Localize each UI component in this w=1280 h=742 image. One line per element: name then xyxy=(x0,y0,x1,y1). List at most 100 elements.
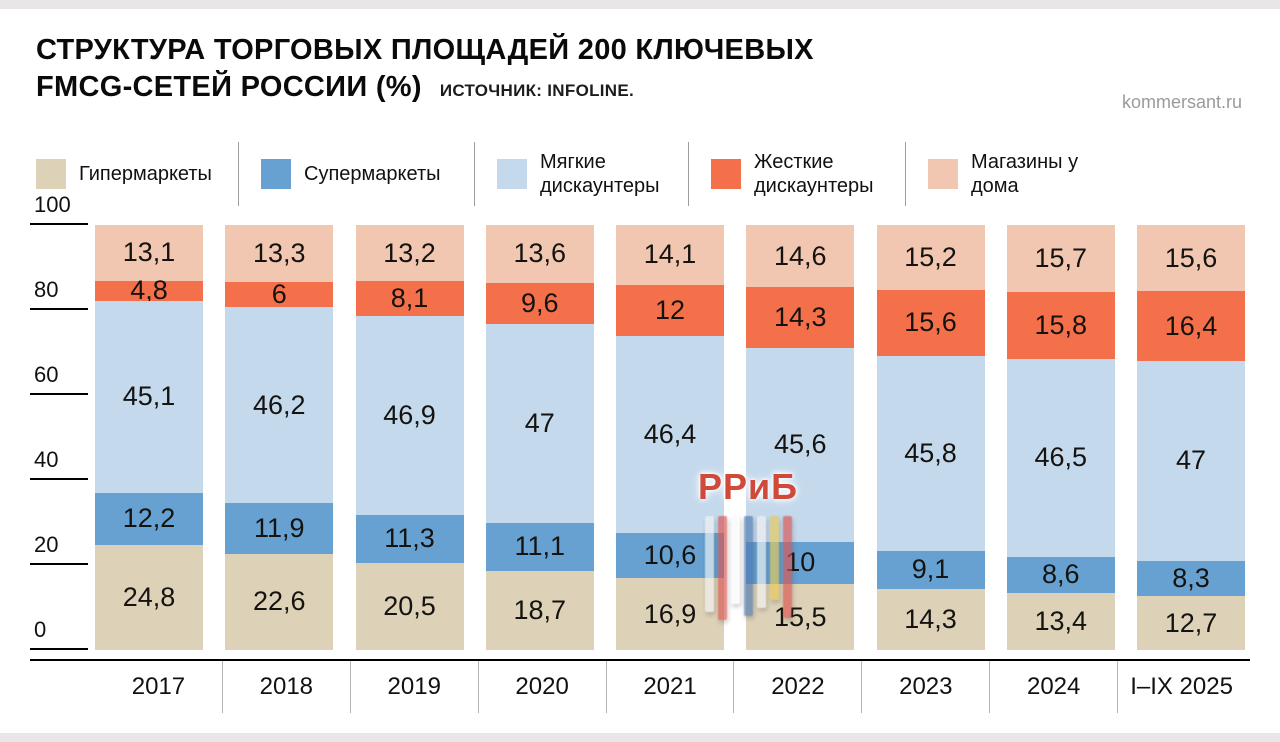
legend-item: Гипермаркеты xyxy=(36,142,238,206)
bar-column: 14,1 12 46,4 10,6 16,9 xyxy=(616,225,724,650)
segment-value: 13,1 xyxy=(122,237,176,268)
legend-item: Мягкие дискаунтеры xyxy=(474,142,688,206)
bar-segment: 45,8 xyxy=(876,355,985,551)
y-tick-label: 20 xyxy=(34,532,59,557)
bar-segment: 47 xyxy=(485,323,594,524)
bar-segment: 14,3 xyxy=(876,589,985,650)
bar-column: 14,6 14,3 45,6 10 15,5 xyxy=(746,225,855,650)
segment-value: 10,6 xyxy=(643,540,697,571)
bar-column: 15,2 15,6 45,8 9,1 14,3 xyxy=(876,225,985,650)
x-label: 2022 xyxy=(734,661,863,713)
y-tick: 0 xyxy=(30,616,88,650)
chart-title-line2: FMCG-СЕТЕЙ РОССИИ (%) xyxy=(36,71,422,104)
legend-swatch-icon xyxy=(261,159,291,189)
bar-column: 13,2 8,1 46,9 11,3 20,5 xyxy=(355,225,464,650)
segment-value: 15,2 xyxy=(904,241,957,272)
top-border-strip xyxy=(0,0,1280,9)
bar-segment: 45,6 xyxy=(746,347,855,542)
bar-segment: 16,9 xyxy=(616,578,724,650)
bar-segment: 15,7 xyxy=(1006,225,1115,292)
segment-value: 16,4 xyxy=(1164,310,1218,341)
segment-value: 15,8 xyxy=(1034,309,1088,340)
bar-segment: 10,6 xyxy=(616,533,724,579)
bar-segment: 9,1 xyxy=(876,550,985,590)
bar-segment: 45,1 xyxy=(95,301,203,493)
y-tick: 60 xyxy=(30,361,88,395)
segment-value: 20,5 xyxy=(383,590,436,621)
legend-label: Магазины у дома xyxy=(971,151,1079,197)
bar-segment: 13,2 xyxy=(355,225,464,282)
bar-segment: 20,5 xyxy=(355,562,464,650)
segment-value: 9,1 xyxy=(911,554,950,585)
bottom-border-strip xyxy=(0,733,1280,742)
y-tick-label: 40 xyxy=(34,447,59,472)
segment-value: 8,1 xyxy=(390,282,429,313)
segment-value: 46,5 xyxy=(1034,442,1088,473)
bar-segment: 46,2 xyxy=(225,307,334,504)
bar-segment: 11,9 xyxy=(225,503,334,554)
segment-value: 8,3 xyxy=(1172,562,1210,593)
bar-segment: 13,3 xyxy=(225,225,334,282)
bar-segment: 4,8 xyxy=(95,277,203,304)
segment-value: 10 xyxy=(785,547,816,578)
y-tick-label: 100 xyxy=(34,192,71,217)
x-label: 2018 xyxy=(223,661,351,713)
bar-segment: 8,1 xyxy=(355,281,464,316)
segment-value: 45,1 xyxy=(122,381,176,412)
legend-swatch-icon xyxy=(928,159,958,189)
bar-segment: 9,6 xyxy=(485,282,594,324)
bar-segment: 11,3 xyxy=(355,514,464,563)
bar-segment: 8,6 xyxy=(1006,556,1115,594)
bar-segment: 8,3 xyxy=(1137,560,1245,597)
y-tick-label: 0 xyxy=(34,617,47,642)
segment-value: 11,3 xyxy=(384,523,435,554)
x-label: 2020 xyxy=(479,661,607,713)
segment-value: 13,3 xyxy=(252,237,306,268)
bar-segment: 46,9 xyxy=(355,315,464,515)
segment-value: 13,2 xyxy=(383,237,436,268)
bar-segment: 6 xyxy=(225,278,334,309)
x-label: 2019 xyxy=(351,661,479,713)
segment-value: 13,4 xyxy=(1034,606,1088,637)
bar-segment: 13,4 xyxy=(1006,593,1115,650)
y-tick: 40 xyxy=(30,446,88,480)
segment-value: 13,6 xyxy=(513,238,567,269)
bar-segment: 13,1 xyxy=(95,225,203,281)
bar-column: 13,6 9,6 47 11,1 18,7 xyxy=(485,225,594,650)
bar-segment: 14,1 xyxy=(616,225,724,285)
segment-value: 8,6 xyxy=(1041,559,1080,590)
legend-label: Жесткие дискаунтеры xyxy=(754,151,874,197)
bar-column: 13,3 6 46,2 11,9 22,6 xyxy=(225,225,334,650)
segment-value: 16,9 xyxy=(643,598,697,629)
segment-value: 45,6 xyxy=(773,429,827,460)
bar-segment: 15,6 xyxy=(1137,225,1245,292)
x-label: 2024 xyxy=(990,661,1119,713)
bar-segment: 16,4 xyxy=(1137,291,1245,362)
kommersant-site-link[interactable]: kommersant.ru xyxy=(1121,92,1242,112)
bar-segment: 14,3 xyxy=(746,287,855,348)
bar-segment: 14,6 xyxy=(746,225,855,288)
segment-value: 45,8 xyxy=(904,437,957,468)
y-axis: 100 80 60 40 20 0 xyxy=(30,192,90,650)
plot-area: 13,1 4,8 45,1 12,2 24,8 13,3 6 46,2 11,9 22,6 13,2… xyxy=(95,225,1245,650)
legend-label: Супермаркеты xyxy=(304,163,441,185)
bar-segment: 18,7 xyxy=(485,570,594,650)
x-axis-labels: 2017 2018 2019 2020 2021 2022 2023 2024 I–IX 202… xyxy=(95,661,1245,713)
bar-segment: 11,1 xyxy=(485,523,594,571)
bar-segment: 46,4 xyxy=(616,335,724,534)
segment-value: 46,2 xyxy=(252,389,306,420)
y-tick-label: 80 xyxy=(34,277,59,302)
bar-segment: 22,6 xyxy=(225,553,334,650)
source-label: ИСТОЧНИК: INFOLINE. xyxy=(439,81,635,101)
y-tick-label: 60 xyxy=(34,362,59,387)
x-label: 2023 xyxy=(862,661,991,713)
segment-value: 14,3 xyxy=(773,301,827,332)
segment-value: 24,8 xyxy=(122,581,176,612)
segment-value: 14,3 xyxy=(904,604,957,635)
legend-label: Мягкие дискаунтеры xyxy=(540,151,660,197)
bar-segment: 12,7 xyxy=(1137,596,1245,650)
legend: Гипермаркеты Супермаркеты Мягкие дискаунте… xyxy=(36,142,1250,206)
segment-value: 6 xyxy=(271,278,287,309)
bar-segment: 15,2 xyxy=(876,225,985,290)
